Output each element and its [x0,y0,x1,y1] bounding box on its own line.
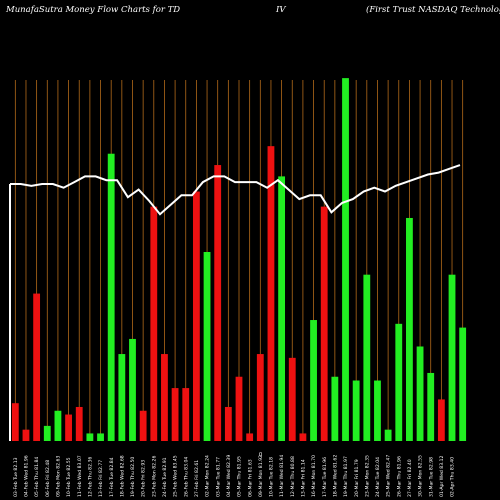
money-flow-bar [416,346,424,441]
money-flow-bar [118,354,126,441]
x-tick-label: 09-Mar Mon 81.92 [258,455,264,497]
money-flow-bar [139,410,147,441]
x-tick-label: 03-Mar Tue 81.77 [215,457,221,497]
money-flow-bar [97,433,104,441]
x-tick-label: 06-Mar Fri 81.63 [247,459,253,497]
x-tick-label: 19-Mar Thu 81.97 [343,456,349,497]
money-flow-bar [150,206,158,441]
x-tick-label: 01-Apr Wed 83.12 [439,455,445,497]
x-tick-label: 11-Mar Wed 81.94 [279,455,285,497]
money-flow-bar [427,372,435,441]
x-tick-label: 13-Feb Fri 82.77 [98,460,104,497]
money-flow-bar [182,388,190,441]
money-flow-bar [310,320,317,441]
money-flow-bar [384,429,392,441]
x-tick-label: 23-Mar Mon 82.35 [364,455,370,497]
money-flow-bar [459,327,467,441]
x-tick-label: 17-Mar Tue 81.96 [322,457,328,497]
money-flow-bar [214,165,222,441]
x-tick-label: 04-Mar Wed 82.39 [226,455,232,497]
money-flow-bar [363,274,371,441]
money-flow-bar [129,338,136,441]
x-tick-label: 05-Mar Thu 81.95 [237,456,243,497]
x-tick-label: 03-Feb Tue 82.13 [13,457,19,497]
x-tick-label: 06-Feb Fri 82.48 [45,460,51,497]
x-tick-label: 25-Mar Wed 82.47 [386,455,392,497]
money-flow-bar [246,433,254,441]
x-tick-label: 18-Feb Wed 82.68 [119,455,125,497]
x-tick-label: 20-Feb Fri 82.93 [141,460,147,497]
money-flow-bar [161,354,168,441]
money-flow-bar [267,146,275,441]
x-tick-label: 26-Feb Thu 83.04 [183,457,189,497]
x-tick-label: 05-Feb Thu 81.84 [34,457,40,497]
money-flow-bar [437,399,445,441]
money-flow-bar [22,429,30,441]
money-flow-bar [54,410,62,441]
x-tick-label: 20-Mar Fri 81.79 [354,459,360,497]
x-tick-label: 10-Feb Tue 82.55 [66,457,72,497]
x-tick-label: 17-Feb Tue 82.84 [109,457,115,497]
money-flow-bar [192,191,200,441]
money-flow-bar [235,376,243,441]
money-flow-bar [107,153,115,441]
x-tick-label: 02-Apr Thu 83.40 [450,457,456,497]
money-flow-bar [75,406,83,441]
x-tick-label: 19-Feb Thu 82.50 [130,457,136,497]
money-flow-bar [374,380,381,441]
money-flow-bar [256,354,264,441]
money-flow-bar [86,433,94,441]
money-flow-bar [278,176,286,441]
money-flow-bar [406,217,413,441]
price-line [10,164,461,216]
money-flow-bar [299,433,307,441]
money-flow-bar [11,403,19,441]
x-tick-label: 30-Mar Mon 82.55 [418,455,424,497]
money-flow-bar [43,425,51,441]
chart-title-right: (First Trust NASDAQ Technology Divid [366,5,500,15]
x-tick-label: 09-Feb Mon 82.63 [56,456,62,497]
money-flow-bar [224,406,232,441]
x-tick-label: 24-Feb Tue 82.91 [162,457,168,497]
money-flow-bar [203,252,211,441]
money-flow-bar [33,293,41,441]
x-tick-label: 27-Feb Fri 82.61 [194,460,200,497]
x-tick-label: 23-Feb Mon 82.26 [151,456,157,497]
x-tick-label: 02-Mar Mon 82.24 [205,455,211,497]
money-flow-bar [395,323,403,441]
money-flow-bar [320,206,328,441]
x-tick-label: 18-Mar Wed 81.62 [333,455,339,497]
x-tick-label: 31-Mar Tue 82.98 [428,457,434,497]
x-tick-label: 10-Mar Tue 82.18 [269,457,275,497]
money-flow-bar [288,357,296,441]
x-tick-label: 13-Mar Fri 81.14 [301,459,307,497]
money-flow-bar [352,380,360,441]
money-flow-bar [342,78,349,442]
x-tick-label: 04-Feb Wed 81.96 [24,455,30,497]
x-tick-label: 12-Feb Thu 82.36 [88,457,94,497]
x-tick-label: 25-Feb Wed 83.45 [173,455,179,497]
money-flow-bar [331,376,339,441]
money-flow-bar [171,388,179,441]
chart-title-left: MunafaSutra Money Flow Charts for TD [6,5,181,15]
midpoint-label: 0 [259,452,262,458]
x-tick-label: 26-Mar Thu 81.96 [396,456,402,497]
x-tick-label: 27-Mar Fri 82.40 [407,459,413,497]
x-tick-label: 11-Feb Wed 83.07 [77,455,83,497]
money-flow-bar [65,414,72,441]
x-tick-label: 12-Mar Thu 80.88 [290,456,296,497]
x-tick-label: 24-Mar Tue 82.04 [375,457,381,497]
x-tick-label: 16-Mar Mon 81.70 [311,455,317,497]
chart-title-mid: IV [276,5,286,15]
money-flow-bar [448,274,456,441]
